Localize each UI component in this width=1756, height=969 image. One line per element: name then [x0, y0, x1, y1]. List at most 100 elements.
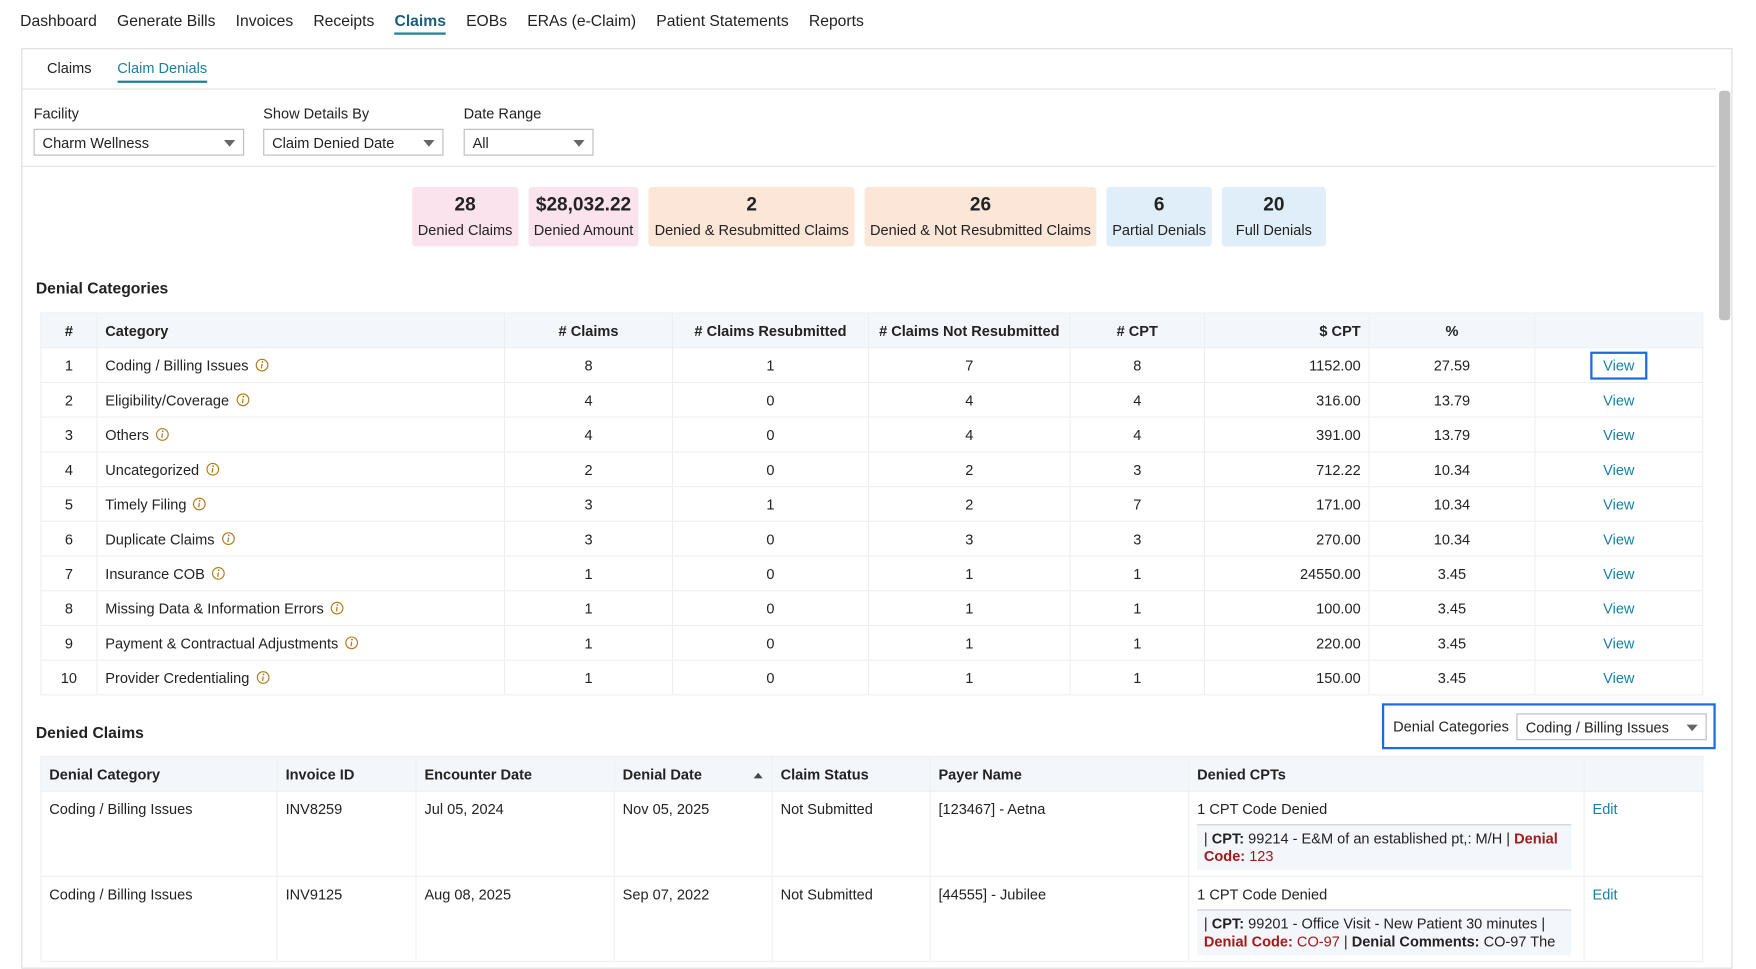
header-cell: # Claims [503, 312, 674, 349]
category: Eligibility/Coverage [105, 391, 230, 409]
view-link[interactable]: View [1603, 634, 1635, 652]
cell: View [1534, 347, 1704, 384]
cell: 13.79 [1368, 381, 1536, 418]
info-icon [215, 530, 235, 547]
view-link[interactable]: View [1603, 495, 1635, 513]
header-cell: Category [96, 312, 506, 349]
cpt-part: | [1343, 932, 1352, 950]
header-text: Invoice ID [285, 765, 355, 783]
info-icon [249, 357, 269, 374]
view-link[interactable]: View [1589, 351, 1648, 380]
cpt-part: | [1541, 914, 1546, 932]
row: 9 Payment & Contractual Adjustments 1 0 1 1 22… [40, 624, 1704, 661]
divider [22, 165, 1716, 167]
row: 4 Uncategorized 2 0 2 3 712.22 10.34 View [40, 451, 1704, 488]
cell: 1 [867, 659, 1071, 696]
nav-item[interactable]: Claims [394, 11, 446, 35]
view-link[interactable]: View [1603, 530, 1635, 548]
cell: Insurance COB [96, 555, 506, 592]
view-link[interactable]: View [1603, 460, 1635, 478]
filter: Show Details By Claim Denied Date [263, 105, 444, 156]
cell: Nov 05, 2025 [613, 790, 773, 877]
info-icon [229, 391, 249, 408]
stat-card: 6 Partial Denials [1106, 187, 1212, 247]
header-cell: Denied CPTs [1188, 755, 1585, 792]
stat-value: 28 [454, 193, 476, 216]
nav-item[interactable]: Reports [808, 11, 864, 30]
info-icon [249, 669, 270, 686]
cell: Eligibility/Coverage [96, 381, 506, 418]
action-cell: Edit [1583, 790, 1704, 877]
cell: 10.34 [1368, 520, 1536, 557]
cell: Coding / Billing Issues [96, 347, 506, 384]
cell: View [1534, 624, 1704, 661]
cell: 712.22 [1203, 451, 1370, 488]
cell: 10 [40, 659, 98, 696]
edit-link[interactable]: Edit [1592, 885, 1618, 903]
row: 1 Coding / Billing Issues 8 1 7 8 1152.00 27.59… [40, 347, 1704, 384]
stat-card: 20 Full Denials [1221, 187, 1326, 247]
view-link[interactable]: View [1603, 426, 1635, 443]
stat-card: 28 Denied Claims [412, 187, 519, 247]
header-cell: $ CPT [1203, 312, 1370, 349]
cell: Not Submitted [771, 875, 931, 962]
cell: 3 [867, 520, 1071, 557]
select[interactable]: Claim Denied Date [263, 128, 444, 156]
cpt-part: CPT: [1211, 914, 1245, 932]
tab[interactable]: Claims [47, 59, 92, 77]
view-link[interactable]: View [1603, 564, 1635, 582]
nav-item[interactable]: Invoices [235, 11, 294, 30]
nav-item[interactable]: Generate Bills [117, 11, 216, 30]
cell: 2 [40, 381, 98, 418]
nav-item[interactable]: ERAs (e-Claim) [527, 11, 637, 30]
stat-card: 26 Denied & Not Resubmitted Claims [864, 187, 1097, 247]
cell: 1 [1069, 555, 1206, 592]
select[interactable]: All [463, 128, 594, 156]
panel: Claims Claim Denials Facility Charm Wellne… [21, 48, 1733, 969]
select[interactable]: Coding / Billing Issues [1516, 712, 1708, 740]
header-row: # Category # Claims # Claims Resubmitted # C… [40, 312, 1704, 349]
cell: 4 [867, 416, 1071, 453]
cell: Sep 07, 2022 [613, 875, 773, 962]
select[interactable]: Charm Wellness [33, 128, 245, 156]
cell: 3.45 [1368, 659, 1536, 696]
category-filter: Denial Categories Coding / Billing Issue… [1381, 703, 1716, 750]
view-link[interactable]: View [1603, 669, 1635, 686]
cell: 1 [503, 590, 674, 627]
filter-label: Show Details By [263, 105, 370, 123]
cpt-part: CO-97 The [1479, 932, 1556, 950]
cell: View [1534, 590, 1704, 627]
category: Insurance COB [105, 564, 205, 582]
cpt-part: CO-97 [1292, 932, 1344, 950]
header-cell: # Claims Not Resubmitted [867, 312, 1071, 349]
category: Timely Filing [105, 495, 187, 513]
cell: View [1534, 381, 1704, 418]
cell: Aug 08, 2025 [415, 875, 615, 962]
view-link[interactable]: View [1603, 391, 1635, 409]
info-icon [149, 426, 169, 443]
header-text: Denial Category [49, 765, 161, 783]
category: Duplicate Claims [105, 530, 215, 548]
nav-item[interactable]: Patient Statements [656, 11, 789, 30]
cell: 1 [1069, 590, 1206, 627]
cell: View [1534, 486, 1704, 522]
view-link[interactable]: View [1603, 599, 1635, 617]
edit-link[interactable]: Edit [1592, 800, 1618, 818]
cell: 0 [671, 590, 870, 627]
stat-value: $28,032.22 [535, 193, 632, 216]
scrollbar [1719, 90, 1731, 321]
cell: 3 [40, 416, 98, 453]
row: 7 Insurance COB 1 0 1 1 24550.00 3.45 View [40, 555, 1704, 592]
cell: Jul 05, 2024 [415, 790, 615, 877]
stats: 28 Denied Claims $28,032.22 Denied Amount 2 D… [22, 187, 1715, 247]
cell: Duplicate Claims [96, 520, 506, 557]
cpt-part: Denial Code: [1203, 932, 1293, 950]
nav-item[interactable]: EOBs [466, 11, 508, 30]
tab[interactable]: Claim Denials [117, 59, 208, 83]
stat-label: Denied & Not Resubmitted Claims [870, 221, 1091, 239]
claims-table: Denial Category Invoice ID Encounter Date D… [40, 755, 1704, 962]
nav-item[interactable]: Receipts [313, 11, 375, 30]
info-icon [338, 634, 359, 651]
nav-item[interactable]: Dashboard [20, 11, 97, 30]
